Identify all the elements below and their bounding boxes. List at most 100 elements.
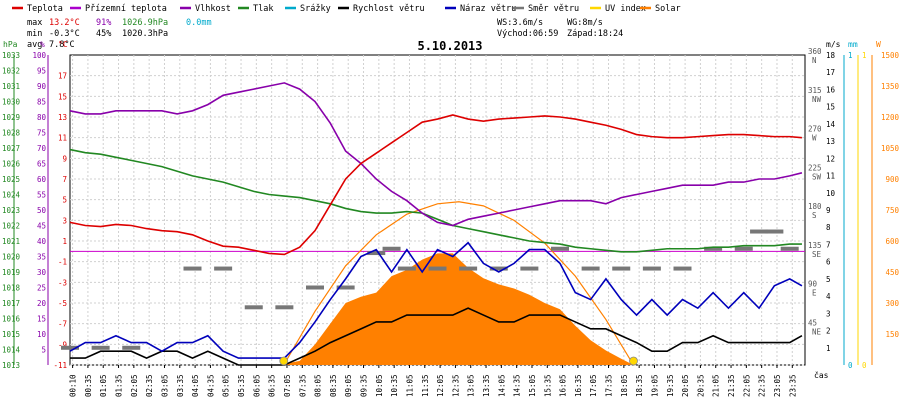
pressure-tick: 1033 <box>2 51 20 60</box>
temperature-tick: -7 <box>58 320 67 329</box>
temperature-axis-label: °C <box>58 40 68 49</box>
wind-tick: 7 <box>826 240 831 249</box>
humidity-tick: 70 <box>37 144 47 153</box>
x-tick-label: 06:35 <box>268 374 277 397</box>
wind-tick: 15 <box>826 103 835 112</box>
humidity-tick: 10 <box>37 330 47 339</box>
wind-tick: 10 <box>826 189 836 198</box>
wind-dir-mark <box>61 345 79 350</box>
wind-dir-tick: 315 <box>808 86 822 95</box>
pressure-tick: 1025 <box>2 175 20 184</box>
pressure-tick: 1027 <box>2 144 20 153</box>
pressure-tick: 1016 <box>2 315 21 324</box>
humidity-axis-label: % <box>40 40 45 49</box>
x-tick-label: 08:05 <box>314 374 323 397</box>
humidity-tick: 60 <box>37 175 47 184</box>
legend-label: Solar <box>655 4 681 14</box>
stats-min-press: 1020.3hPa <box>122 29 168 39</box>
legend: Teplota Přízemní teplota Vlhkost Tlak Srážky… <box>12 4 681 14</box>
solar-tick: 750 <box>885 206 899 215</box>
wind-dir-mark <box>91 345 110 350</box>
wind-dir-label: SE <box>812 250 822 259</box>
wind-tick: 17 <box>826 68 835 77</box>
humidity-tick: 80 <box>37 113 47 122</box>
humidity-tick: 15 <box>37 315 46 324</box>
wind-dir-tick: 270 <box>808 125 822 134</box>
sunset: Západ:18:24 <box>567 29 623 39</box>
pressure-tick: 1021 <box>2 237 20 246</box>
x-tick-label: 04:35 <box>206 374 215 397</box>
pressure-tick: 1024 <box>2 191 21 200</box>
series-teplota-line <box>69 114 803 256</box>
wind-dir-mark <box>214 266 233 271</box>
wind-dir-mark <box>750 229 769 234</box>
x-tick-label: 02:05 <box>130 374 139 397</box>
wind-dir-mark <box>642 266 661 271</box>
stats-max-rain: 0.0mm <box>186 18 212 28</box>
x-axis-title: čas <box>814 370 829 380</box>
wind-ws: WS:3.6m/s <box>497 18 543 28</box>
wind-dir-mark <box>520 266 539 271</box>
wind-wg: WG:8m/s <box>567 18 603 28</box>
series <box>61 82 805 366</box>
legend-label: Rychlost větru <box>353 4 425 14</box>
wind-tick: 1 <box>826 344 831 353</box>
wind-dir-mark <box>551 246 569 251</box>
temperature-tick: 7 <box>62 175 67 184</box>
humidity-tick: 30 <box>37 268 47 277</box>
x-tick-label: 20:35 <box>696 374 705 397</box>
temperature-tick: -9 <box>58 340 67 349</box>
x-tick-label: 02:35 <box>145 374 154 397</box>
temperature-tick: 13 <box>58 113 67 122</box>
pressure-tick: 1015 <box>2 330 20 339</box>
pressure-tick: 1013 <box>2 361 20 370</box>
wind-dir-tick: 90 <box>808 280 818 289</box>
stats-block: max 13.2°C 91% 1026.9hPa 0.0mm min -0.3°… <box>27 18 212 50</box>
x-tick-label: 12:35 <box>451 374 460 397</box>
pressure-tick: 1026 <box>2 160 21 169</box>
series-rychlost-v-tru-line <box>70 307 803 366</box>
pressure-tick: 1019 <box>2 268 20 277</box>
wind-tick: 13 <box>826 137 835 146</box>
humidity-tick: 55 <box>37 191 46 200</box>
wind-tick: 14 <box>826 120 836 129</box>
x-tick-label: 06:05 <box>252 374 261 397</box>
stats-avg-label: avg <box>27 40 42 50</box>
humidity-tick: 50 <box>37 206 47 215</box>
uv-tick: 1 <box>862 51 867 60</box>
wind-dir-tick: 225 <box>808 163 822 172</box>
series-tlak-line <box>69 148 802 253</box>
wind-dir-label: E <box>812 289 817 298</box>
temperature-tick: 11 <box>58 134 67 143</box>
solar-tick: 1200 <box>881 113 900 122</box>
wind-dir-mark <box>244 305 263 310</box>
humidity-tick: 100 <box>32 51 46 60</box>
wind-dir-tick: 360 <box>808 47 822 56</box>
x-tick-label: 16:05 <box>559 374 568 397</box>
legend-label: Tlak <box>253 4 273 14</box>
humidity-tick: 75 <box>37 129 46 138</box>
x-axis: 00:10 00:35 01:05 01:35 02:05 02:35 03:05 03:35… <box>69 365 829 397</box>
wind-tick: 16 <box>826 85 836 94</box>
x-tick-label: 08:35 <box>329 374 338 397</box>
x-tick-label: 12:05 <box>436 374 445 397</box>
legend-label: Směr větru <box>528 4 579 14</box>
wind-dir-label: NE <box>812 327 822 336</box>
wind-tick: 2 <box>826 327 831 336</box>
temperature-tick: -1 <box>58 258 67 267</box>
pressure-tick: 1030 <box>2 98 21 107</box>
x-tick-label: 07:05 <box>283 374 292 397</box>
x-tick-label: 19:35 <box>666 374 675 397</box>
x-tick-label: 13:35 <box>482 374 491 397</box>
x-tick-label: 21:05 <box>712 374 721 397</box>
humidity-tick: 35 <box>37 253 46 262</box>
wind-dir-label: N <box>812 56 817 65</box>
pressure-tick: 1014 <box>2 346 21 355</box>
humidity-tick: 5 <box>41 346 46 355</box>
pressure-tick: 1018 <box>2 284 21 293</box>
stats-min-temp: -0.3°C <box>49 29 80 39</box>
humidity-tick: 20 <box>37 299 47 308</box>
wind-tick: 3 <box>826 309 831 318</box>
stats-avg-temp: 7.8°C <box>49 40 75 50</box>
